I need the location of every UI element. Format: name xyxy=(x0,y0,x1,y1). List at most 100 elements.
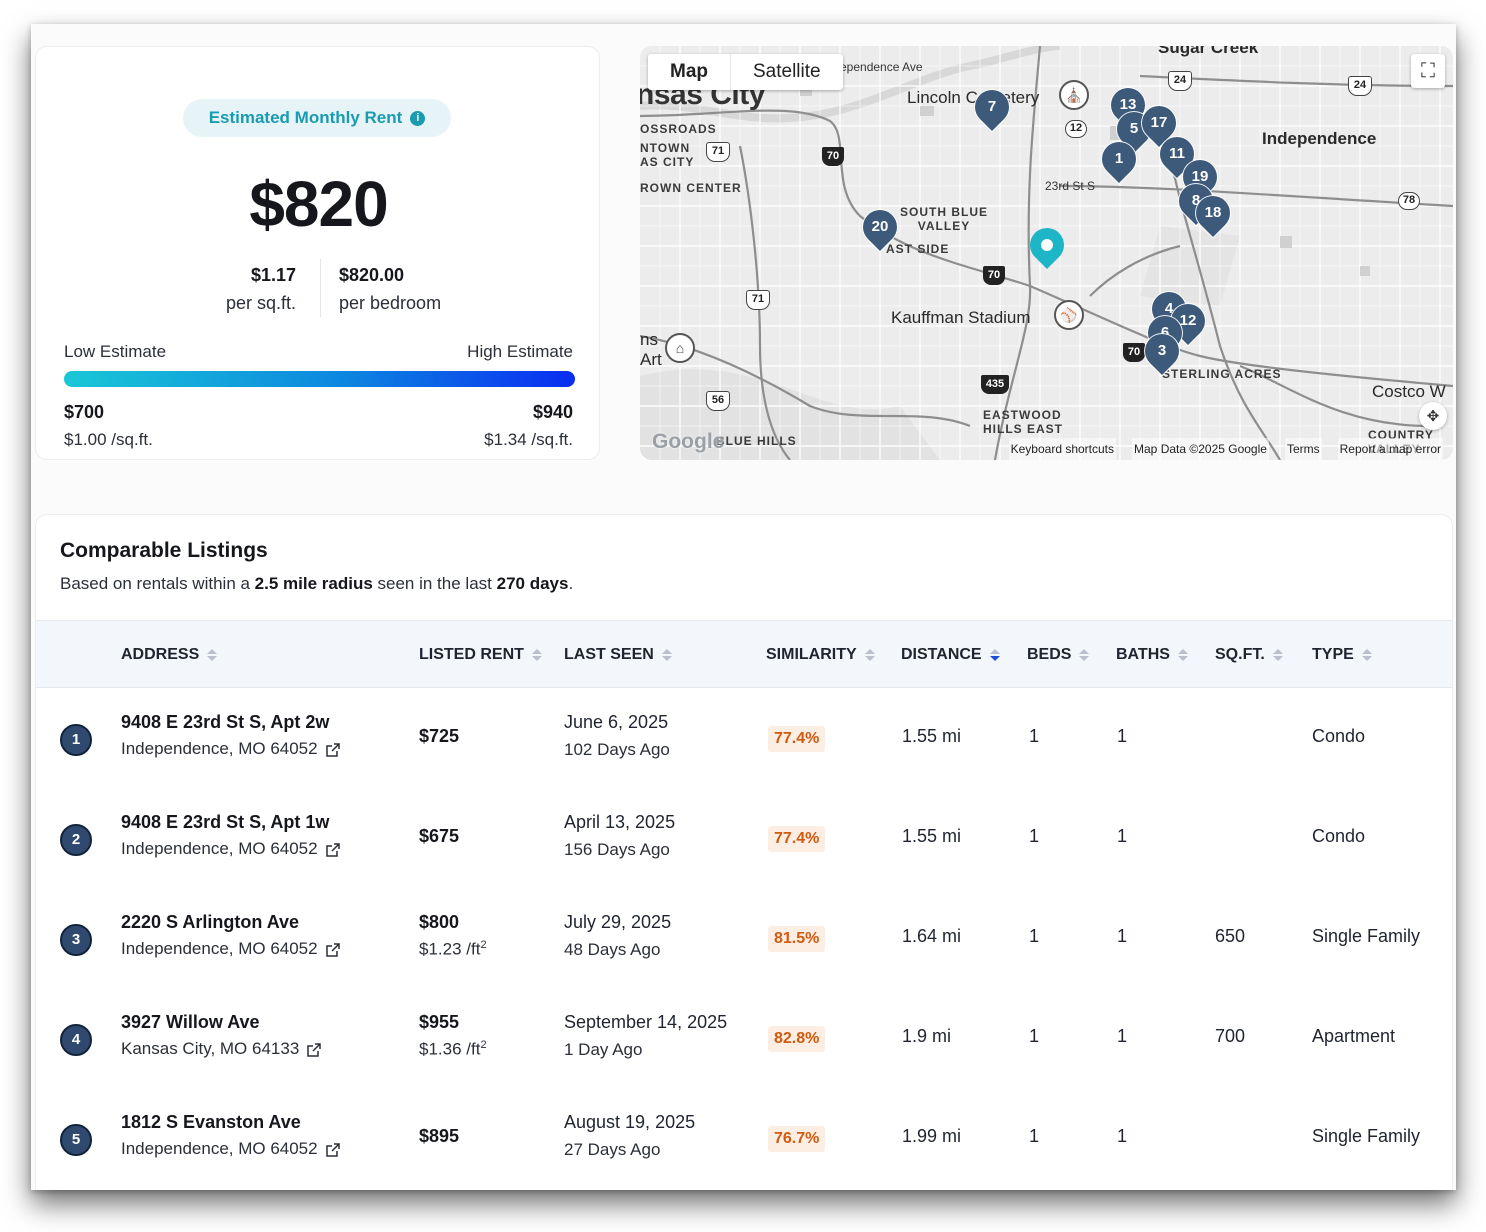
map-pin-label: 1 xyxy=(1114,150,1124,167)
fullscreen-icon[interactable]: ⛶ xyxy=(1411,54,1445,88)
per-sqft-value: $1.17 xyxy=(250,265,296,285)
row-number-badge: 1 xyxy=(60,724,92,756)
map-pin-label: 7 xyxy=(987,98,997,115)
row-number-badge: 3 xyxy=(60,924,92,956)
sort-icon xyxy=(1079,649,1090,661)
column-header-similarity[interactable]: SIMILARITY xyxy=(766,621,875,689)
cell-beds: 1 xyxy=(1029,826,1040,846)
listing-address[interactable]: 3927 Willow Ave xyxy=(121,1012,260,1032)
map-pin[interactable]: 7 xyxy=(967,82,1017,132)
map-label-crossroads: OSSROADS xyxy=(640,122,717,136)
table-row[interactable]: 2 9408 E 23rd St S, Apt 1w Independence, M… xyxy=(36,788,1452,888)
sort-descending-icon xyxy=(989,649,1000,661)
subtitle-prefix: Based on rentals within a xyxy=(60,574,255,593)
table-row[interactable]: 1 9408 E 23rd St S, Apt 2w Independence, M… xyxy=(36,688,1452,788)
subtitle-suffix: . xyxy=(568,574,574,593)
map-label-art-museum: ns Art xyxy=(640,330,662,369)
route-shield: 71 xyxy=(746,290,770,310)
column-header-last-seen[interactable]: LAST SEEN xyxy=(564,621,672,689)
cell-beds: 1 xyxy=(1029,1026,1040,1046)
map-type-satellite-button[interactable]: Satellite xyxy=(753,61,821,82)
cell-type: Single Family xyxy=(1312,926,1421,946)
table-row[interactable]: 3 2220 S Arlington Ave Independence, MO 64… xyxy=(36,888,1452,988)
listing-address[interactable]: 2220 S Arlington Ave xyxy=(121,912,300,932)
map-type-toggle: Map Satellite xyxy=(648,54,843,90)
last-seen-ago: 48 Days Ago xyxy=(564,940,661,959)
external-link-icon[interactable] xyxy=(325,742,340,757)
comparable-listings-title: Comparable Listings xyxy=(60,539,268,562)
estimate-range-bar xyxy=(64,371,575,387)
route-shield: 24 xyxy=(1168,71,1192,91)
column-header-listed-rent[interactable]: LISTED RENT xyxy=(419,621,542,689)
comparables-map[interactable]: nsas City Sugar Creek ependence Ave Linc… xyxy=(640,46,1453,460)
map-label-independence-ave: ependence Ave xyxy=(840,60,923,74)
column-header-baths[interactable]: BATHS xyxy=(1116,621,1188,689)
map-label-blue-hills: BLUE HILLS xyxy=(716,434,797,448)
estimated-rent-label: Estimated Monthly Rent xyxy=(208,108,403,127)
last-seen-date: August 19, 2025 xyxy=(564,1112,696,1132)
listed-rent: $800 xyxy=(419,912,460,932)
table-row[interactable]: 5 1812 S Evanston Ave Independence, MO 640… xyxy=(36,1088,1452,1188)
map-type-map-button[interactable]: Map xyxy=(648,54,731,90)
sort-icon xyxy=(1272,649,1283,661)
route-marker: 12 xyxy=(1065,120,1087,138)
cell-type: Single Family xyxy=(1312,1126,1421,1146)
listed-rent: $895 xyxy=(419,1126,460,1146)
info-icon[interactable]: i xyxy=(410,110,426,126)
sort-icon xyxy=(207,649,218,661)
map-pin[interactable]: 18 xyxy=(1188,188,1238,238)
camera-control-icon[interactable]: ✥ xyxy=(1419,402,1447,430)
terms-link[interactable]: Terms xyxy=(1284,438,1322,460)
cell-baths: 1 xyxy=(1117,926,1128,946)
listing-city-text: Kansas City, MO 64133 xyxy=(121,1039,300,1058)
map-data-attribution: Map Data ©2025 Google xyxy=(1132,438,1269,460)
listing-city-text: Independence, MO 64052 xyxy=(121,939,318,958)
report-map-error-link[interactable]: Report a map error xyxy=(1337,438,1443,460)
table-row[interactable]: 4 3927 Willow Ave Kansas City, MO 64133 $95… xyxy=(36,988,1452,1088)
map-label-south-blue-valley: SOUTH BLUE VALLEY xyxy=(900,205,988,233)
sort-icon xyxy=(531,649,542,661)
map-label-costco: Costco W xyxy=(1372,382,1446,401)
subtitle-radius: 2.5 mile radius xyxy=(254,574,373,593)
cell-distance: 1.9 mi xyxy=(902,1026,952,1046)
per-sqft-label: per sq.ft. xyxy=(225,293,296,313)
column-header-beds[interactable]: BEDS xyxy=(1027,621,1090,689)
comparable-listings-subtitle: Based on rentals within a 2.5 mile radiu… xyxy=(60,574,573,594)
comparable-listings-card: Comparable Listings Based on rentals wit… xyxy=(35,514,1453,1190)
cell-type: Condo xyxy=(1312,826,1366,846)
column-header-distance[interactable]: DISTANCE xyxy=(901,621,1000,689)
similarity-badge: 76.7% xyxy=(768,1126,826,1152)
museum-icon: ⌂ xyxy=(665,333,695,363)
column-header-sqft[interactable]: SQ.FT. xyxy=(1215,621,1283,689)
external-link-icon[interactable] xyxy=(325,942,340,957)
cell-distance: 1.55 mi xyxy=(902,826,962,846)
listing-address[interactable]: 9408 E 23rd St S, Apt 1w xyxy=(121,812,330,832)
listing-address[interactable]: 9408 E 23rd St S, Apt 2w xyxy=(121,712,330,732)
low-estimate-label: Low Estimate xyxy=(64,342,167,361)
listing-address[interactable]: 1812 S Evanston Ave xyxy=(121,1112,301,1132)
map-pin[interactable]: 20 xyxy=(855,202,905,252)
row-number-badge: 2 xyxy=(60,824,92,856)
last-seen-date: September 14, 2025 xyxy=(564,1012,728,1032)
external-link-icon[interactable] xyxy=(307,1042,322,1057)
keyboard-shortcuts-link[interactable]: Keyboard shortcuts xyxy=(1008,438,1117,460)
external-link-icon[interactable] xyxy=(325,842,340,857)
sort-icon xyxy=(661,649,672,661)
map-label-eastwood-hills-east: EASTWOOD HILLS EAST xyxy=(983,408,1064,436)
listing-city: Independence, MO 64052 xyxy=(121,939,340,959)
sort-icon xyxy=(864,649,875,661)
map-pin[interactable]: 1 xyxy=(1094,134,1144,184)
estimate-card: Estimated Monthly Rent i $820 $1.17 per … xyxy=(35,46,600,460)
column-header-type[interactable]: TYPE xyxy=(1312,621,1372,689)
map-pin[interactable]: 3 xyxy=(1137,326,1187,376)
squared-superscript: 2 xyxy=(480,1039,487,1051)
subtitle-days: 270 days xyxy=(496,574,569,593)
similarity-badge: 77.4% xyxy=(768,826,826,852)
column-header-address[interactable]: ADDRESS xyxy=(121,621,218,689)
map-label-independence: Independence xyxy=(1262,129,1377,148)
external-link-icon[interactable] xyxy=(325,1142,340,1157)
cell-baths: 1 xyxy=(1117,726,1128,746)
listed-rent: $675 xyxy=(419,826,460,846)
cell-type: Condo xyxy=(1312,726,1366,746)
google-logo: Google xyxy=(652,430,725,453)
